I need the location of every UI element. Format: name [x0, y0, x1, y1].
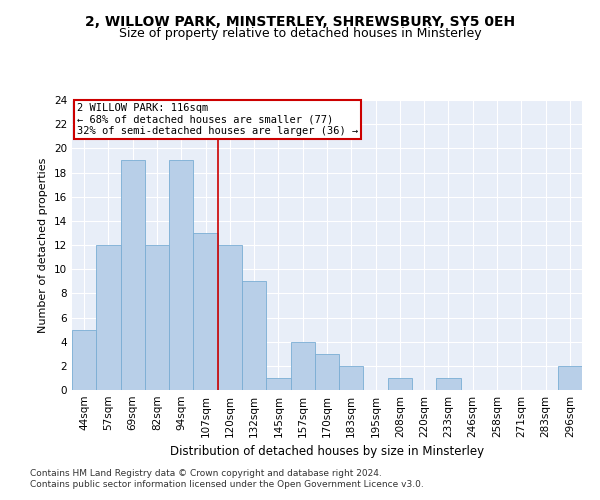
Bar	[339, 366, 364, 390]
Bar	[388, 378, 412, 390]
Bar	[218, 245, 242, 390]
Bar	[242, 281, 266, 390]
Text: Contains HM Land Registry data © Crown copyright and database right 2024.: Contains HM Land Registry data © Crown c…	[30, 468, 382, 477]
Bar	[315, 354, 339, 390]
Bar	[96, 245, 121, 390]
Y-axis label: Number of detached properties: Number of detached properties	[38, 158, 49, 332]
Text: 2 WILLOW PARK: 116sqm
← 68% of detached houses are smaller (77)
32% of semi-deta: 2 WILLOW PARK: 116sqm ← 68% of detached …	[77, 103, 358, 136]
Bar	[72, 330, 96, 390]
Text: Contains public sector information licensed under the Open Government Licence v3: Contains public sector information licen…	[30, 480, 424, 489]
Bar	[436, 378, 461, 390]
Text: 2, WILLOW PARK, MINSTERLEY, SHREWSBURY, SY5 0EH: 2, WILLOW PARK, MINSTERLEY, SHREWSBURY, …	[85, 15, 515, 29]
Bar	[193, 233, 218, 390]
Bar	[145, 245, 169, 390]
Bar	[121, 160, 145, 390]
Bar	[266, 378, 290, 390]
Text: Size of property relative to detached houses in Minsterley: Size of property relative to detached ho…	[119, 28, 481, 40]
Bar	[169, 160, 193, 390]
Bar	[290, 342, 315, 390]
X-axis label: Distribution of detached houses by size in Minsterley: Distribution of detached houses by size …	[170, 446, 484, 458]
Bar	[558, 366, 582, 390]
